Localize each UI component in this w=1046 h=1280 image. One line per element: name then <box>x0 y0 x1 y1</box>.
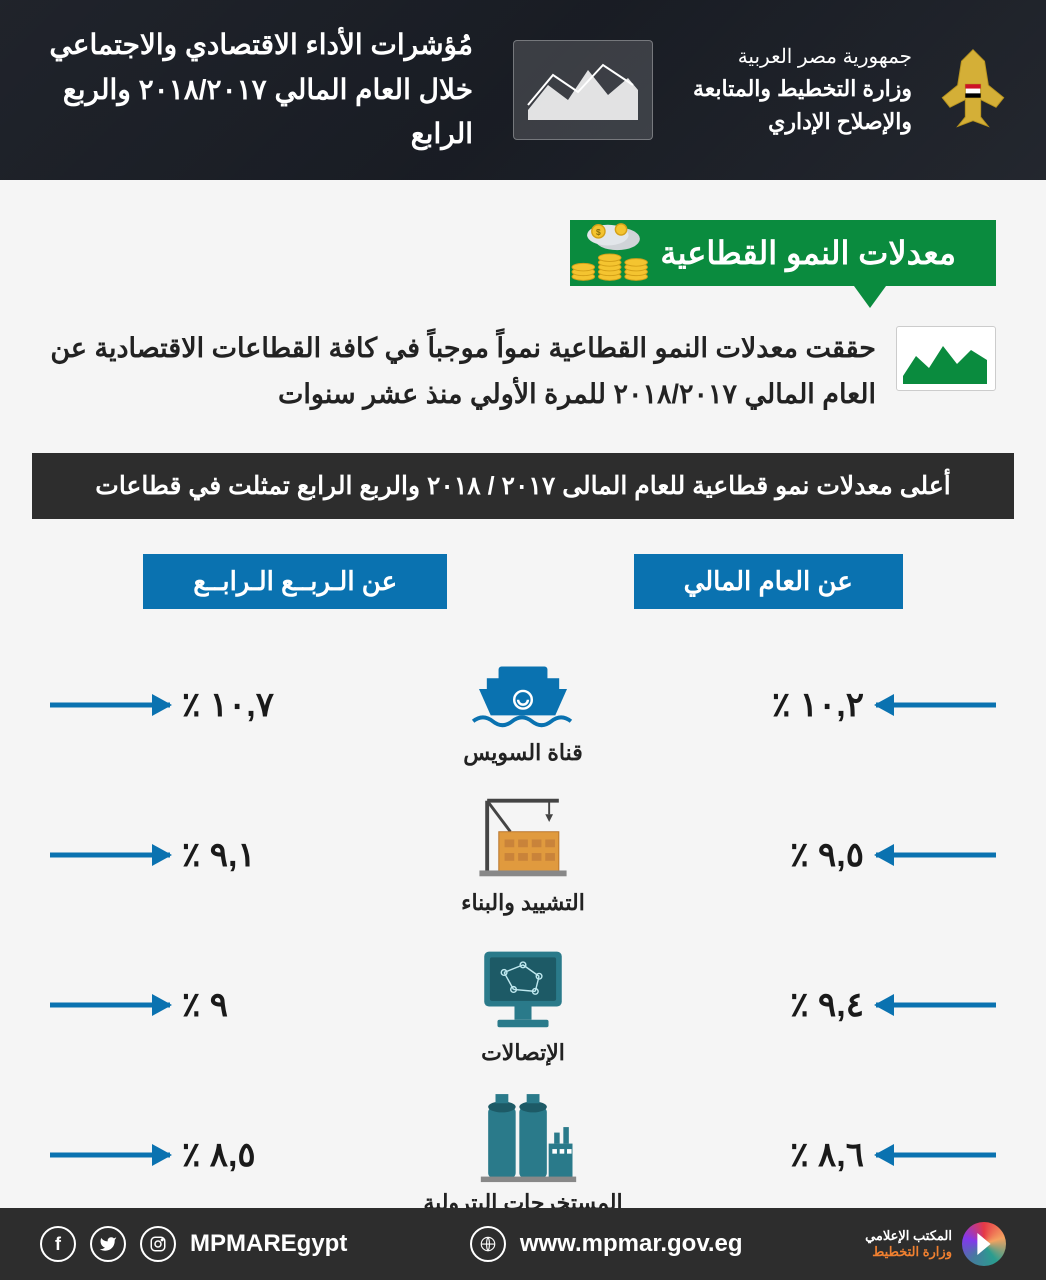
fiscal-value: ٩,٥ ٪ <box>790 835 864 875</box>
arrow-left-icon <box>50 850 170 860</box>
sector-row: ١٠,٢ ٪ قناة السويس ١٠,٧ ٪ <box>50 644 996 766</box>
q4-value: ١٠,٧ ٪ <box>182 685 274 725</box>
fiscal-value-cell: ٩,٤ ٪ <box>623 985 996 1025</box>
arrow-right-icon <box>876 850 996 860</box>
page-header: جمهورية مصر العربية وزارة التخطيط والمتا… <box>0 0 1046 180</box>
suez-icon <box>468 644 578 734</box>
fiscal-value-cell: ٨,٦ ٪ <box>623 1135 996 1175</box>
header-chart-icon <box>513 40 653 140</box>
sector-label: التشييد والبناء <box>423 890 623 916</box>
q4-value-cell: ١٠,٧ ٪ <box>50 685 423 725</box>
fiscal-value-cell: ٩,٥ ٪ <box>623 835 996 875</box>
facebook-icon[interactable]: f <box>40 1226 76 1262</box>
fiscal-value: ١٠,٢ ٪ <box>772 685 864 725</box>
footer-logo-line2: وزارة التخطيط <box>865 1244 952 1260</box>
sector-center: التشييد والبناء <box>423 794 623 916</box>
ministry-line3: والإصلاح الإداري <box>693 105 912 138</box>
fiscal-value-cell: ١٠,٢ ٪ <box>623 685 996 725</box>
sectors-list: ١٠,٢ ٪ قناة السويس ١٠,٧ ٪ ٩,٥ ٪ <box>50 644 996 1216</box>
svg-text:$: $ <box>596 227 601 237</box>
section-heading-text: معدلات النمو القطاعية <box>660 235 956 271</box>
sector-center: الإتصالات <box>423 944 623 1066</box>
footer-social: f MPMAREgypt <box>40 1226 347 1262</box>
columns-header: عن العام المالي عن الـربــع الـرابــع <box>50 554 996 609</box>
col-label-q4: عن الـربــع الـرابــع <box>143 554 447 609</box>
sector-row: ٩,٥ ٪ التشييد والبناء ٩,١ ٪ <box>50 794 996 916</box>
q4-value: ٩ ٪ <box>182 985 228 1025</box>
construction-icon <box>468 794 578 884</box>
main-content: معدلات النمو القطاعية $ <box>0 180 1046 1216</box>
intro-text: حققت معدلات النمو القطاعية نمواً موجباً … <box>50 326 876 418</box>
page-title: مُؤشرات الأداء الاقتصادي والاجتماعي خلال… <box>30 23 473 157</box>
col-label-fiscal: عن العام المالي <box>634 554 903 609</box>
coins-growth-icon: $ <box>560 218 650 288</box>
ministry-name: جمهورية مصر العربية وزارة التخطيط والمتا… <box>693 42 912 138</box>
badge-pointer-icon <box>854 286 886 308</box>
play-colorwheel-icon <box>962 1222 1006 1266</box>
telecom-icon <box>468 944 578 1034</box>
sector-row: ٨,٦ ٪ المستخرجات البترولية ٨,٥ ٪ <box>50 1094 996 1216</box>
twitter-icon[interactable] <box>90 1226 126 1262</box>
section-heading-wrap: معدلات النمو القطاعية $ <box>50 220 996 286</box>
sub-banner: أعلى معدلات نمو قطاعية للعام المالى ٢٠١٧… <box>32 453 1014 519</box>
q4-value: ٨,٥ ٪ <box>182 1135 256 1175</box>
section-heading: معدلات النمو القطاعية $ <box>570 220 996 286</box>
fiscal-value: ٨,٦ ٪ <box>790 1135 864 1175</box>
q4-value-cell: ٩ ٪ <box>50 985 423 1025</box>
title-line1: مُؤشرات الأداء الاقتصادي والاجتماعي <box>30 23 473 68</box>
area-chart-icon <box>896 326 996 391</box>
arrow-right-icon <box>876 1150 996 1160</box>
globe-icon[interactable] <box>470 1226 506 1262</box>
instagram-icon[interactable] <box>140 1226 176 1262</box>
arrow-right-icon <box>876 1000 996 1010</box>
title-line2: خلال العام المالي ٢٠١٨/٢٠١٧ والربع الراب… <box>30 68 473 158</box>
footer-url: www.mpmar.gov.eg <box>520 1230 743 1258</box>
fiscal-value: ٩,٤ ٪ <box>790 985 864 1025</box>
sector-center: قناة السويس <box>423 644 623 766</box>
ministry-line2: وزارة التخطيط والمتابعة <box>693 72 912 105</box>
arrow-right-icon <box>876 700 996 710</box>
sector-label: قناة السويس <box>423 740 623 766</box>
arrow-left-icon <box>50 1000 170 1010</box>
footer-handle: MPMAREgypt <box>190 1230 347 1258</box>
petroleum-icon <box>468 1094 578 1184</box>
footer-logo-line1: المكتب الإعلامي <box>865 1228 952 1244</box>
footer-ministry-logo: المكتب الإعلامي وزارة التخطيط <box>865 1222 1006 1266</box>
q4-value-cell: ٨,٥ ٪ <box>50 1135 423 1175</box>
sector-row: ٩,٤ ٪ الإتصالات ٩ ٪ <box>50 944 996 1066</box>
footer-url-group: www.mpmar.gov.eg <box>470 1226 743 1262</box>
q4-value: ٩,١ ٪ <box>182 835 256 875</box>
arrow-left-icon <box>50 1150 170 1160</box>
egypt-eagle-emblem-icon <box>930 40 1016 140</box>
arrow-left-icon <box>50 700 170 710</box>
sector-label: الإتصالات <box>423 1040 623 1066</box>
q4-value-cell: ٩,١ ٪ <box>50 835 423 875</box>
page-footer: f MPMAREgypt www.mpmar.gov.eg المكتب الإ… <box>0 1208 1046 1280</box>
ministry-line1: جمهورية مصر العربية <box>693 42 912 72</box>
sector-center: المستخرجات البترولية <box>423 1094 623 1216</box>
ministry-block: جمهورية مصر العربية وزارة التخطيط والمتا… <box>693 40 1016 140</box>
intro-row: حققت معدلات النمو القطاعية نمواً موجباً … <box>50 326 996 418</box>
